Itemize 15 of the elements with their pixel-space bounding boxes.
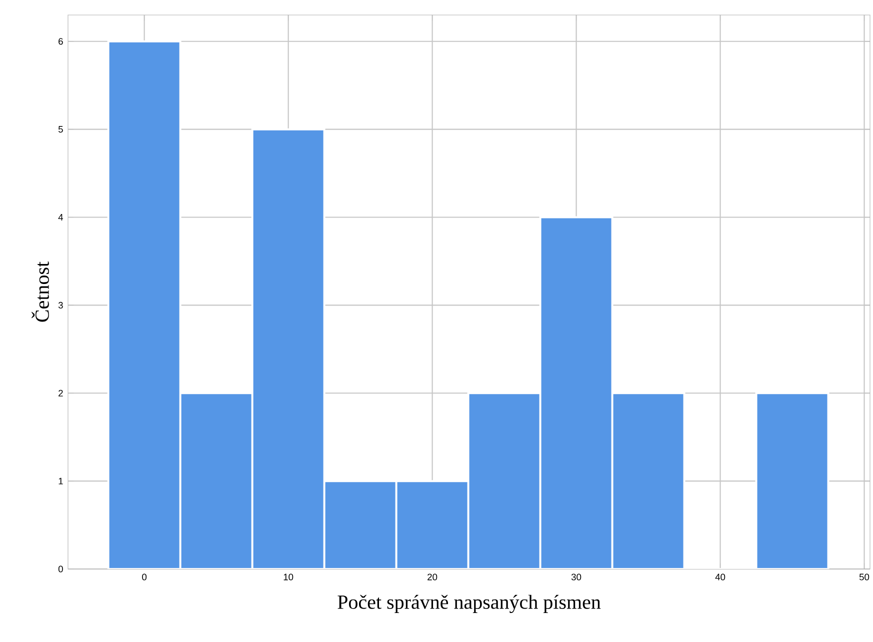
x-axis-title: Počet správně napsaných písmen [338,594,601,614]
y-tick-label: 2 [58,390,63,396]
x-tick-label: 0 [142,574,147,580]
x-tick-label: 50 [859,574,870,580]
y-tick-label: 5 [58,126,63,133]
y-tick-label: 1 [58,478,63,484]
y-axis-title: Četnost [32,262,49,322]
y-tick-label: 3 [58,302,63,308]
x-tick-label: 10 [284,574,294,580]
x-tick-label: 30 [571,574,582,580]
y-tick-label: 6 [58,38,63,45]
x-tick-label: 40 [715,574,726,580]
y-tick-label: 4 [58,214,64,220]
x-tick-label: 20 [428,574,438,580]
y-tick-label: 0 [58,566,63,572]
